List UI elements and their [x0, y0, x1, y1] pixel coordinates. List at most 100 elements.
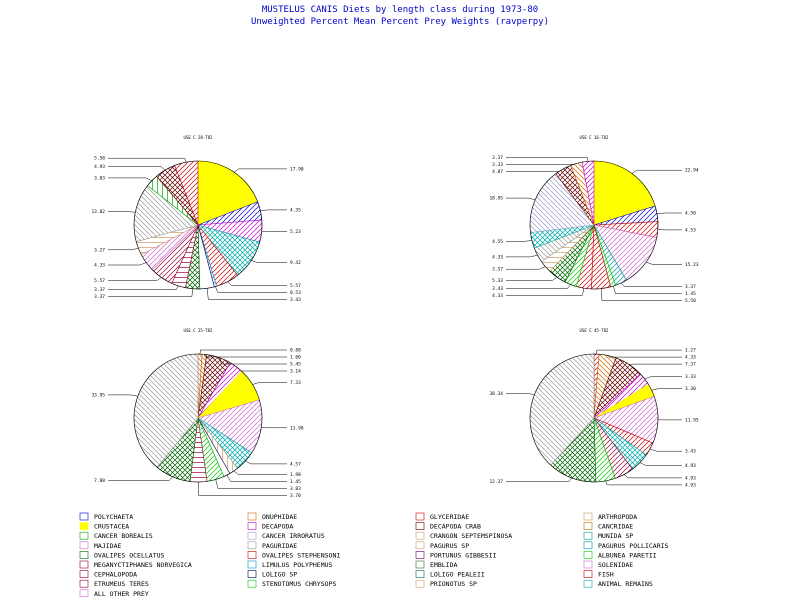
- legend-item-crustacea: CRUSTACEA: [79, 522, 129, 531]
- legend-label: FISH: [598, 571, 614, 579]
- leader-line: [198, 481, 287, 496]
- legend-swatch: [415, 522, 425, 530]
- slice-value-label: 1.45: [685, 291, 696, 297]
- slice-value-label: 3.33: [685, 374, 696, 380]
- slice-value-label: 4.87: [492, 169, 503, 175]
- leader-line: [612, 286, 682, 294]
- slice-value-label: 5.23: [290, 229, 301, 235]
- leader-line: [639, 462, 682, 466]
- pie-chart-2: USE C 16-T8222.944.504.5315.233.371.455.…: [489, 135, 698, 304]
- slice-value-label: 22.94: [685, 168, 699, 174]
- legend-label: ALL OTHER PREY: [94, 590, 149, 598]
- leader-line: [108, 166, 166, 171]
- legend-label: DECAPODA CRAB: [430, 523, 481, 531]
- leader-line: [600, 288, 682, 301]
- legend-label: PAGURUS POLLICARIS: [598, 542, 669, 550]
- slice-value-label: 4.93: [685, 482, 696, 488]
- pie-chart-4: USE C 45-T82 1.274.337.37 3.33 3.30 11.95 3.4…: [489, 328, 698, 488]
- leader-line: [605, 480, 682, 486]
- slice-value-label: 9.42: [290, 260, 301, 266]
- slice-value-label: 11.95: [685, 417, 699, 423]
- leader-line: [215, 479, 287, 489]
- slice-value-label: 1.98: [290, 472, 301, 478]
- chart-subtitle: Unweighted Percent Mean Percent Prey Wei…: [251, 17, 549, 27]
- slice-value-label: 3.33: [492, 162, 503, 168]
- pie-chart-1: USE C 28-T8217.904.355.239.425.570.533.4…: [91, 135, 303, 303]
- legend-label: CANCRIDAE: [598, 523, 633, 531]
- leader-line: [506, 284, 571, 289]
- legend-swatch: [79, 560, 89, 569]
- leader-line: [620, 282, 682, 287]
- legend-item-portunus-gibbesii: PORTUNUS GIBBESII: [415, 551, 497, 559]
- slice-value-label: 5.33: [492, 278, 503, 284]
- leader-line: [651, 388, 682, 391]
- legend-swatch: [415, 570, 425, 578]
- leader-line: [206, 288, 287, 300]
- pie-title: USE C 28-T82: [184, 135, 213, 140]
- slice-value-label: 3.43: [290, 297, 301, 303]
- legend-swatch: [79, 589, 89, 598]
- legend-swatch: [79, 541, 89, 550]
- legend-swatch: [583, 531, 593, 540]
- legend-item-loligo-pealeii: LOLIGO PEALEII: [415, 570, 485, 579]
- slice-value-label: 4.33: [94, 263, 105, 269]
- leader-line: [108, 476, 173, 481]
- legend-swatch: [583, 551, 593, 559]
- legend-swatch: [247, 551, 257, 559]
- legend-item-loligo-sp: LOLIGO SP: [247, 570, 297, 579]
- slice-value-label: 7.37: [685, 362, 696, 368]
- leader-line: [233, 168, 287, 173]
- slice-value-label: 3.43: [492, 286, 503, 292]
- legend-label: CRANGON SEPTEMSPINOSA: [430, 532, 512, 540]
- legend-swatch: [247, 531, 257, 540]
- slice-value-label: 0.53: [290, 290, 301, 296]
- legend-item-ovalipes-ocellatus: OVALIPES OCELLATUS: [79, 551, 165, 559]
- legend-item-munida-sp: MUNIDA SP: [583, 531, 633, 540]
- legend-item-stenotomus-chrysops: STENOTOMUS CHRYSOPS: [247, 579, 336, 588]
- legend-swatch: [415, 512, 425, 521]
- slice-value-label: 11.98: [290, 425, 304, 431]
- slice-value-label: 4.50: [685, 211, 696, 217]
- legend-swatch: [79, 570, 89, 578]
- slice-value-label: 1.00: [290, 355, 301, 361]
- slice-value-label: 3.30: [685, 386, 696, 392]
- slice-value-label: 15.23: [685, 262, 699, 268]
- legend-label: GLYCERIDAE: [430, 513, 469, 521]
- slice-value-label: 3.83: [290, 486, 301, 492]
- slice-value-label: 3.14: [290, 369, 301, 375]
- leader-line: [108, 288, 193, 297]
- legend-swatch: [247, 512, 257, 521]
- legend-label: OVALIPES OCELLATUS: [94, 551, 165, 559]
- legend-swatch: [79, 531, 89, 540]
- legend-item-etrumeus-teres: ETRUMEUS TERES: [79, 579, 149, 588]
- legend-label: ANIMAL REMAINS: [598, 580, 653, 588]
- slice-value-label: 4.35: [290, 207, 301, 213]
- legend-label: ETRUMEUS TERES: [94, 580, 149, 588]
- legend-item-paguridae: PAGURIDAE: [247, 541, 297, 550]
- slice-value-label: 1.45: [290, 479, 301, 485]
- slice-value-label: 7.33: [290, 380, 301, 386]
- legend-swatch: [79, 512, 89, 521]
- legend: POLYCHAETA ONUPHIDAE GLYCERIDAE ARTHROPODA C…: [79, 512, 669, 598]
- legend-swatch: [79, 551, 89, 559]
- legend-item-decapoda: DECAPODA: [247, 522, 293, 531]
- leader-line: [506, 240, 532, 242]
- legend-item-cephalopoda: CEPHALOPODA: [79, 570, 137, 579]
- leader-line: [506, 163, 577, 165]
- legend-swatch: [247, 560, 257, 569]
- slice-value-label: 4.33: [492, 254, 503, 260]
- leader-line: [644, 376, 682, 380]
- leader-line: [215, 286, 287, 293]
- pie-outline: [529, 160, 659, 290]
- legend-swatch: [583, 522, 593, 530]
- legend-label: STENOTOMUS CHRYSOPS: [262, 580, 336, 588]
- legend-item-pagurus-pollicaris: PAGURUS POLLICARIS: [583, 541, 669, 550]
- slice-value-label: 3.37: [685, 284, 696, 290]
- legend-swatch: [583, 541, 593, 550]
- legend-label: CANCER BOREALIS: [94, 532, 153, 540]
- leader-line: [656, 212, 682, 214]
- leader-line: [199, 349, 287, 355]
- slice-value-label: 7.88: [94, 478, 105, 484]
- legend-swatch: [415, 560, 425, 569]
- slice-value-label: 5.57: [290, 283, 301, 289]
